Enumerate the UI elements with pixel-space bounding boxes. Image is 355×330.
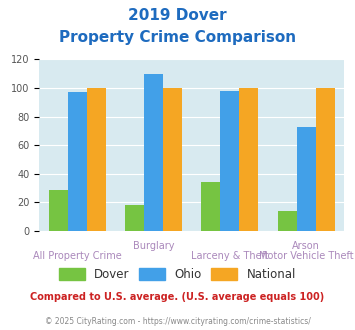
- Bar: [163, 88, 182, 231]
- Text: Property Crime Comparison: Property Crime Comparison: [59, 30, 296, 45]
- Bar: [239, 88, 258, 231]
- Text: Arson: Arson: [292, 241, 320, 251]
- Bar: [201, 182, 220, 231]
- Text: © 2025 CityRating.com - https://www.cityrating.com/crime-statistics/: © 2025 CityRating.com - https://www.city…: [45, 317, 310, 326]
- Bar: [87, 88, 106, 231]
- Legend: Dover, Ohio, National: Dover, Ohio, National: [54, 263, 301, 286]
- Bar: [68, 92, 87, 231]
- Bar: [278, 211, 297, 231]
- Text: Larceny & Theft: Larceny & Theft: [191, 251, 269, 261]
- Text: All Property Crime: All Property Crime: [33, 251, 121, 261]
- Bar: [316, 88, 335, 231]
- Bar: [49, 189, 68, 231]
- Text: Compared to U.S. average. (U.S. average equals 100): Compared to U.S. average. (U.S. average …: [31, 292, 324, 302]
- Text: Burglary: Burglary: [133, 241, 174, 251]
- Text: 2019 Dover: 2019 Dover: [128, 8, 227, 23]
- Bar: [220, 91, 239, 231]
- Bar: [125, 205, 144, 231]
- Bar: [297, 127, 316, 231]
- Bar: [144, 74, 163, 231]
- Text: Motor Vehicle Theft: Motor Vehicle Theft: [259, 251, 354, 261]
